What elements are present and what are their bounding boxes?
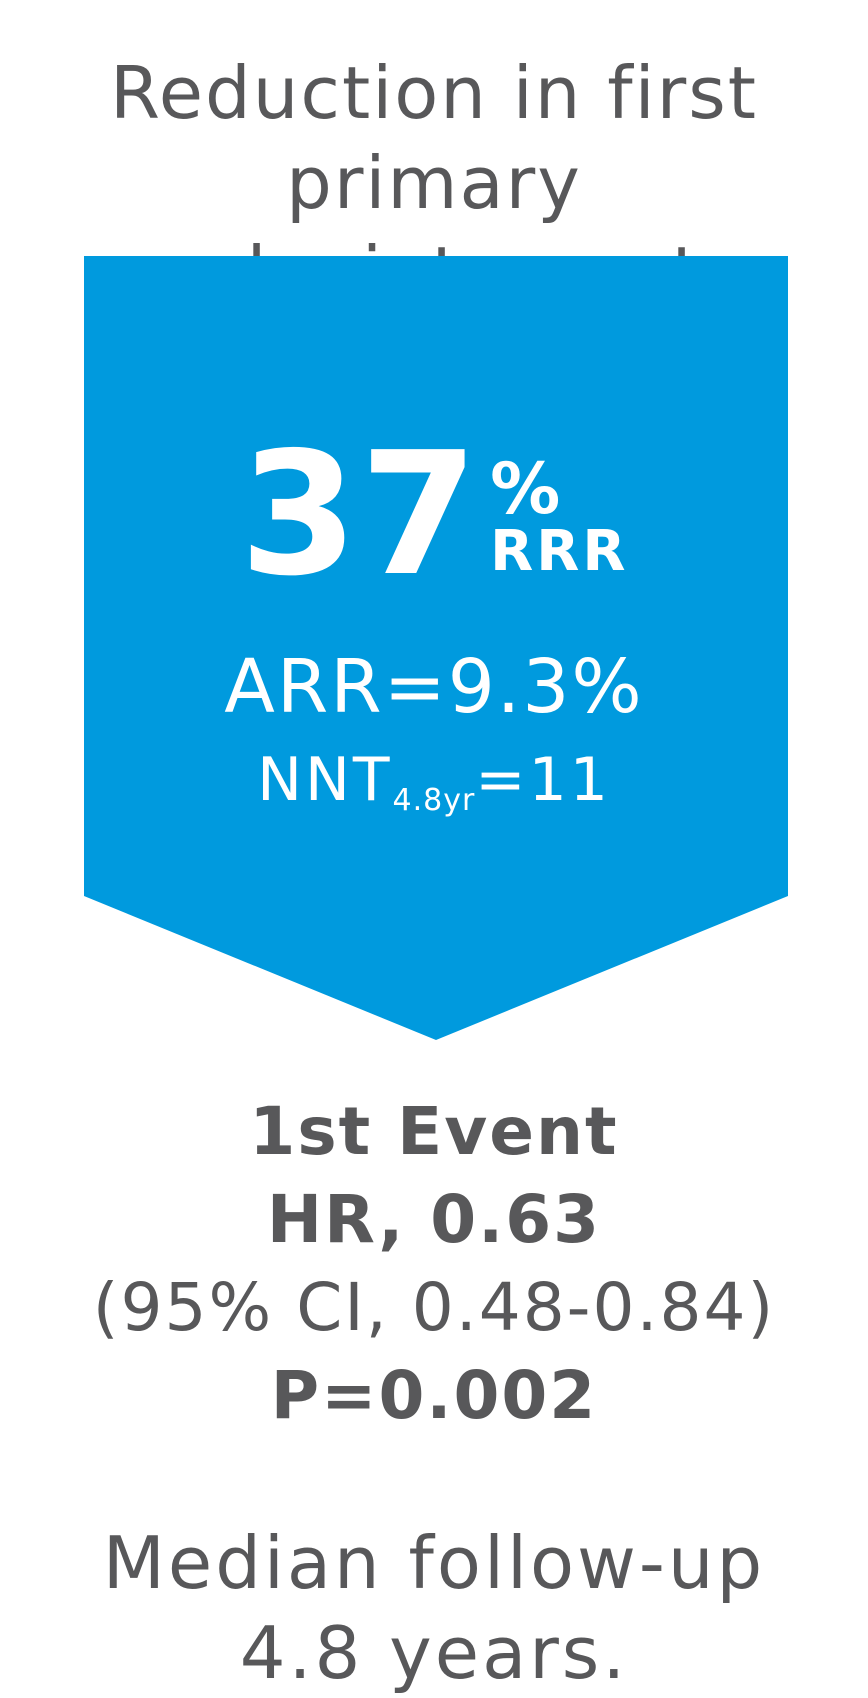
- rrr-percent-sign: %: [490, 448, 561, 530]
- follow-up-line-2: 4.8 years.: [239, 1611, 629, 1695]
- rrr-value: 37: [239, 416, 481, 614]
- hazard-ratio: HR, 0.63: [266, 1181, 602, 1258]
- nnt-subscript: 4.8yr: [392, 783, 476, 818]
- hazard-ratio-results: 1st Event HR, 0.63 (95% CI, 0.48-0.84) P…: [0, 1088, 868, 1440]
- rrr-stat: 37% RRR: [0, 430, 868, 600]
- follow-up-line-1: Median follow-up: [102, 1521, 766, 1605]
- event-label: 1st Event: [249, 1093, 619, 1170]
- arrow-shape: [84, 256, 788, 1040]
- follow-up-note: Median follow-up 4.8 years.: [0, 1518, 868, 1698]
- nnt-stat: NNT4.8yr=11: [0, 740, 868, 841]
- rrr-side: % RRR: [490, 430, 628, 582]
- rrr-label: RRR: [490, 519, 629, 584]
- nnt-prefix: NNT: [257, 745, 393, 815]
- p-value: P=0.002: [270, 1357, 598, 1434]
- nnt-value: =11: [475, 745, 611, 815]
- confidence-interval: (95% CI, 0.48-0.84): [92, 1269, 776, 1346]
- title-line-1: Reduction in first primary: [109, 51, 759, 225]
- arr-stat: ARR=9.3%: [224, 644, 644, 730]
